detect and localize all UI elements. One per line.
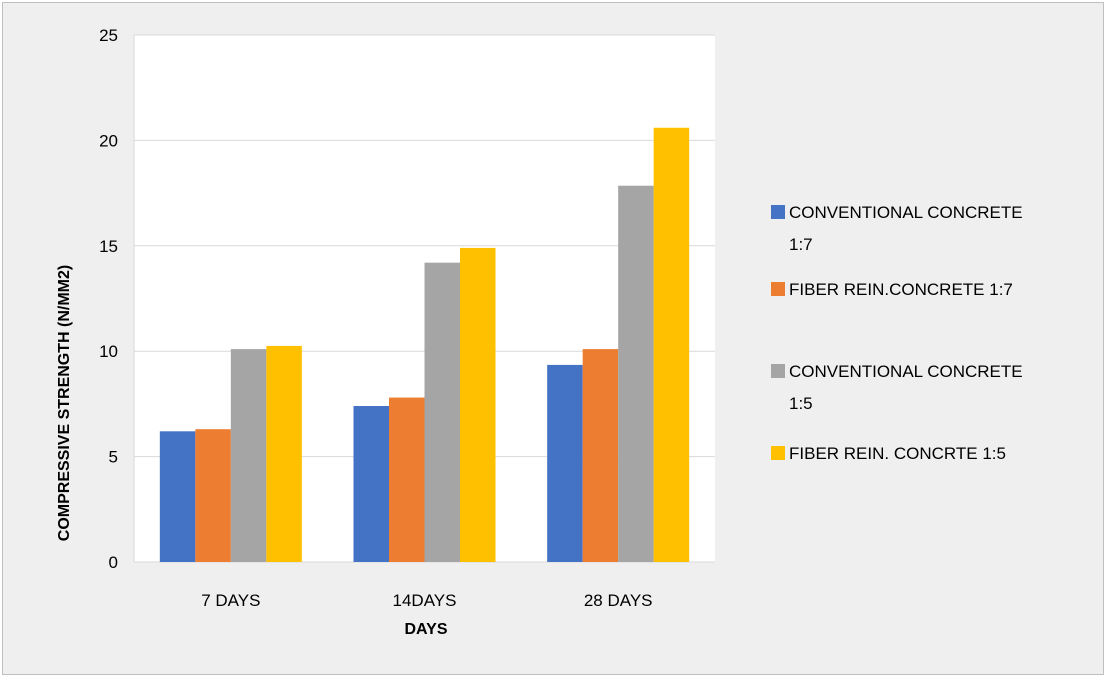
bar-4-3 xyxy=(653,127,690,562)
bar-1-3 xyxy=(547,364,583,562)
x-tick-label: 7 DAYS xyxy=(201,591,260,610)
bar-2-2 xyxy=(389,397,425,562)
legend-swatch-1 xyxy=(771,205,785,219)
bar-2-1 xyxy=(195,429,231,562)
legend-label: CONVENTIONAL CONCRETE xyxy=(789,362,1023,381)
y-tick-label: 20 xyxy=(99,131,118,150)
x-tick-label: 28 DAYS xyxy=(584,591,653,610)
legend-label: FIBER REIN.CONCRETE 1:7 xyxy=(789,280,1013,299)
bar-3-2 xyxy=(424,262,460,562)
y-tick-label: 0 xyxy=(109,553,118,572)
y-axis-title: COMPRESSIVE STRENGTH (N/MM2) xyxy=(56,265,73,541)
legend: CONVENTIONAL CONCRETE 1:7 FIBER REIN.CONCR… xyxy=(771,203,1023,463)
legend-label: 1:5 xyxy=(789,394,813,413)
legend-label: FIBER REIN. CONCRTE 1:5 xyxy=(789,444,1006,463)
x-tick-label: 14DAYS xyxy=(393,591,457,610)
legend-swatch-2 xyxy=(771,282,785,296)
bar-1-2 xyxy=(353,406,389,562)
bar-3-1 xyxy=(230,349,267,562)
bar-2-3 xyxy=(582,349,619,562)
y-tick-label: 5 xyxy=(109,448,118,467)
x-axis-ticks: 7 DAYS 14DAYS 28 DAYS xyxy=(201,591,652,610)
bar-1-1 xyxy=(159,431,196,562)
y-tick-label: 15 xyxy=(99,237,118,256)
y-tick-label: 25 xyxy=(99,26,118,45)
x-axis-title: DAYS xyxy=(405,621,448,638)
bar-3-3 xyxy=(618,185,654,563)
legend-label: 1:7 xyxy=(789,235,813,254)
bar-chart: 0 5 10 15 20 25 7 DAYS 14DAYS 28 DAYS COMPRESSI… xyxy=(56,26,1023,638)
legend-label: CONVENTIONAL CONCRETE xyxy=(789,203,1023,222)
bar-4-2 xyxy=(460,247,496,562)
y-tick-label: 10 xyxy=(99,342,118,361)
legend-swatch-4 xyxy=(771,446,785,460)
y-axis-ticks: 0 5 10 15 20 25 xyxy=(99,26,118,572)
bar-4-1 xyxy=(266,345,302,562)
legend-swatch-3 xyxy=(771,364,785,378)
bars xyxy=(159,127,690,563)
